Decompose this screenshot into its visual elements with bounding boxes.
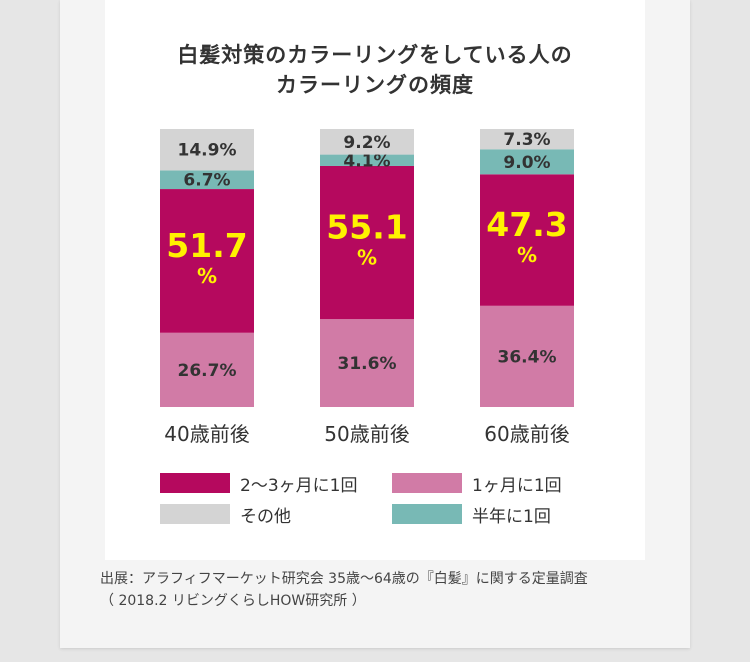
chart-title: 白髪対策のカラーリングをしている人の カラーリングの頻度 — [105, 40, 645, 100]
data-label-2-3-months-2: 55.1 — [326, 208, 407, 247]
bar-segment-2-3-months-2 — [320, 165, 414, 320]
legend-swatch-2-3-months — [160, 473, 230, 493]
x-tick-label-2: 50歳前後 — [324, 422, 409, 446]
data-label-other-1: 14.9% — [178, 141, 237, 161]
legend: 2〜3ヶ月に1回 1ヶ月に1回 その他 半年に1回 — [160, 472, 580, 528]
bar-segment-half-year-3 — [480, 149, 574, 175]
bar-segment-half-year-2 — [320, 154, 414, 166]
legend-item-1-month: 1ヶ月に1回 — [392, 472, 562, 496]
bar-segment-other-1 — [160, 129, 254, 171]
legend-label-half-year: 半年に1回 — [472, 506, 551, 527]
x-tick-label-1: 40歳前後 — [164, 422, 249, 446]
bar-segment-2-3-months-1 — [160, 189, 254, 333]
legend-label-other: その他 — [240, 506, 291, 527]
legend-swatch-half-year — [392, 504, 462, 524]
bar-segment-1-month-3 — [480, 305, 574, 407]
chart-title-line-1: 白髪対策のカラーリングをしている人の — [177, 43, 573, 67]
data-label-1-month-2: 31.6% — [338, 354, 397, 374]
source-line-2: （ 2018.2 リビングくらしHOW研究所 ） — [100, 593, 366, 609]
bar-segment-1-month-1 — [160, 332, 254, 407]
data-label-2-3-months-1: 51.7 — [166, 226, 247, 265]
data-label-1-month-3: 36.4% — [498, 347, 557, 367]
chart-title-line-2: カラーリングの頻度 — [276, 73, 474, 97]
source-note: 出展：アラフィフマーケット研究会 35歳〜64歳の『白髪』に関する定量調査 （ … — [100, 568, 680, 612]
legend-item-half-year: 半年に1回 — [392, 503, 551, 527]
data-label-half-year-3: 9.0% — [503, 153, 550, 173]
data-label-other-2: 9.2% — [343, 133, 390, 153]
data-label-half-year-1: 6.7% — [183, 171, 230, 191]
data-label-2-3-months-3: 47.3 — [486, 205, 567, 244]
legend-item-other: その他 — [160, 503, 291, 527]
bar-segment-1-month-2 — [320, 319, 414, 407]
legend-label-2-3-months: 2〜3ヶ月に1回 — [240, 475, 358, 496]
data-label-unit-2: % — [357, 246, 377, 270]
legend-item-2-3-months: 2〜3ヶ月に1回 — [160, 472, 358, 496]
data-label-1-month-1: 26.7% — [178, 361, 237, 381]
legend-swatch-other — [160, 504, 230, 524]
legend-label-1-month: 1ヶ月に1回 — [472, 475, 562, 496]
legend-swatch-1-month — [392, 473, 462, 493]
data-label-unit-3: % — [517, 243, 537, 267]
bar-segment-half-year-1 — [160, 170, 254, 190]
bar-segment-other-2 — [320, 129, 414, 155]
x-tick-label-3: 60歳前後 — [484, 422, 569, 446]
data-label-other-3: 7.3% — [503, 130, 550, 150]
data-label-half-year-2: 4.1% — [343, 151, 390, 171]
bar-segment-other-3 — [480, 129, 574, 150]
bar-segment-2-3-months-3 — [480, 174, 574, 306]
data-label-unit-1: % — [197, 264, 217, 288]
stacked-bar-chart: 26.7%51.7%6.7%14.9%40歳前後31.6%55.1%4.1%9.… — [160, 129, 574, 446]
source-line-1: 出展：アラフィフマーケット研究会 35歳〜64歳の『白髪』に関する定量調査 — [100, 571, 588, 587]
